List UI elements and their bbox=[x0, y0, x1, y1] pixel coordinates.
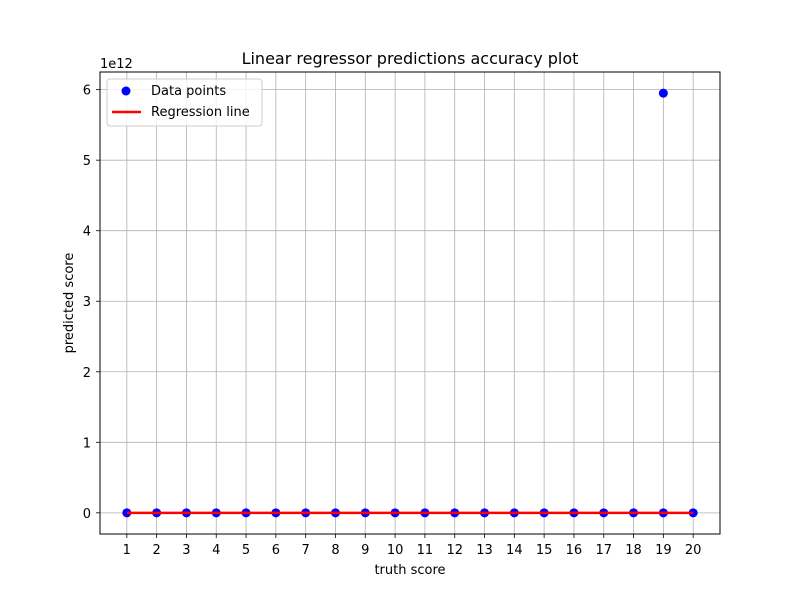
x-axis-label: truth score bbox=[374, 563, 445, 578]
y-tick-label: 0 bbox=[83, 507, 91, 522]
legend: Data points Regression line bbox=[106, 78, 263, 127]
legend-label-regression-line: Regression line bbox=[151, 105, 250, 120]
y-tick-label: 2 bbox=[83, 366, 91, 381]
y-tick-label: 3 bbox=[83, 295, 91, 310]
plot-data bbox=[122, 88, 698, 518]
plot-frame bbox=[99, 71, 721, 535]
x-tick-label: 18 bbox=[625, 543, 642, 558]
y-tick-label: 6 bbox=[83, 84, 91, 99]
x-tick-label: 4 bbox=[212, 543, 220, 558]
x-tick-label: 13 bbox=[476, 543, 493, 558]
data-point bbox=[658, 88, 668, 98]
x-tick-label: 14 bbox=[506, 543, 523, 558]
legend-marker-data-points bbox=[121, 86, 131, 96]
x-tick-label: 15 bbox=[536, 543, 553, 558]
x-tick-label: 17 bbox=[595, 543, 612, 558]
x-tick-label: 8 bbox=[331, 543, 339, 558]
x-tick-label: 16 bbox=[566, 543, 583, 558]
legend-box bbox=[106, 78, 263, 127]
x-tick-label: 2 bbox=[152, 543, 160, 558]
x-tick-label: 20 bbox=[685, 543, 702, 558]
x-tick-label: 3 bbox=[182, 543, 190, 558]
x-tick-label: 7 bbox=[302, 543, 310, 558]
grid bbox=[100, 72, 720, 534]
x-tick-label: 1 bbox=[123, 543, 131, 558]
y-scale-label: 1e12 bbox=[100, 57, 133, 72]
x-tick-label: 6 bbox=[272, 543, 280, 558]
y-axis-label: predicted score bbox=[62, 253, 77, 354]
x-tick-label: 19 bbox=[655, 543, 672, 558]
x-tick-label: 10 bbox=[387, 543, 404, 558]
x-tick-label: 9 bbox=[361, 543, 369, 558]
chart-title: Linear regressor predictions accuracy pl… bbox=[242, 49, 579, 68]
legend-label-data-points: Data points bbox=[151, 84, 226, 99]
x-tick-label: 12 bbox=[446, 543, 463, 558]
y-tick-label: 4 bbox=[83, 225, 91, 240]
x-tick-label: 11 bbox=[417, 543, 434, 558]
y-tick-label: 1 bbox=[83, 436, 91, 451]
x-tick-label: 5 bbox=[242, 543, 250, 558]
y-tick-label: 5 bbox=[83, 154, 91, 169]
